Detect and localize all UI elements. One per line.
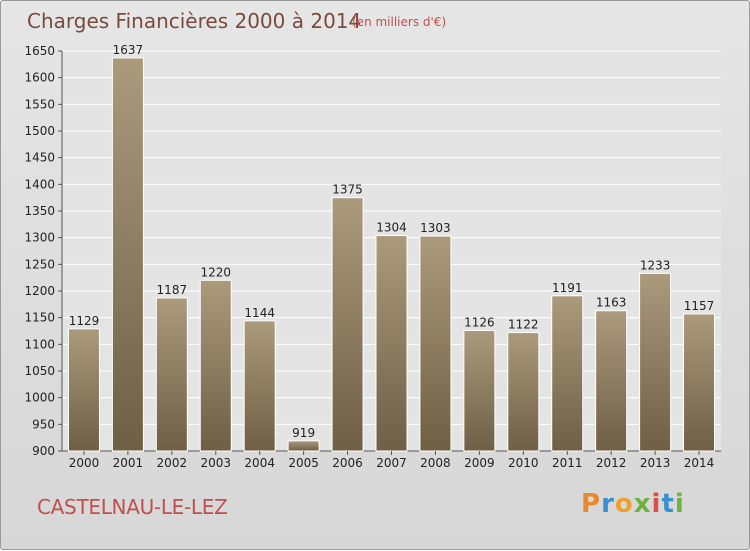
logo-letter: x — [633, 489, 652, 519]
plot-area: 900 950 1000 1050 1100 1150 1200 1250 1300 1350 14… — [24, 43, 721, 470]
data-label: 1233 — [640, 258, 671, 272]
x-tick-label: 2006 — [332, 456, 363, 470]
y-tick-label: 1250 — [24, 257, 55, 271]
logo-letter: i — [651, 489, 662, 519]
y-tick-label: 1300 — [24, 231, 55, 245]
data-label: 919 — [292, 426, 315, 440]
bar — [199, 279, 232, 452]
bar — [67, 328, 100, 452]
y-tick-label: 1150 — [24, 311, 55, 325]
x-tick-label: 2003 — [200, 456, 231, 470]
data-label: 1163 — [596, 296, 627, 310]
bar — [683, 313, 716, 452]
bar — [287, 440, 320, 452]
data-label: 1637 — [113, 43, 144, 57]
x-tick-label: 2010 — [508, 456, 539, 470]
data-label: 1304 — [376, 221, 407, 235]
logo-letter: t — [661, 489, 675, 519]
bar — [331, 197, 364, 452]
y-tick-label: 1450 — [24, 151, 55, 165]
logo-letter: o — [614, 489, 634, 519]
data-label: 1126 — [464, 315, 495, 329]
chart-subtitle: (en milliers d'€) — [352, 15, 446, 29]
y-tick-label: 1000 — [24, 391, 55, 405]
x-tick-label: 2005 — [288, 456, 319, 470]
data-label: 1191 — [552, 281, 583, 295]
data-label: 1157 — [684, 299, 715, 313]
logo-letter: r — [601, 489, 615, 519]
chart-title: Charges Financières 2000 à 2014 — [27, 9, 361, 33]
x-tick-label: 2008 — [420, 456, 451, 470]
y-tick-label: 1100 — [24, 337, 55, 351]
bar — [463, 329, 496, 452]
x-tick-label: 2014 — [684, 456, 715, 470]
bar — [375, 235, 408, 452]
y-tick-label: 900 — [32, 444, 55, 458]
x-tick-label: 2011 — [552, 456, 583, 470]
bar — [155, 297, 188, 452]
data-label: 1144 — [244, 306, 275, 320]
bar — [419, 235, 452, 452]
y-tick-label: 1550 — [24, 97, 55, 111]
y-tick-label: 1650 — [24, 44, 55, 58]
bar — [595, 310, 628, 452]
x-tick-label: 2009 — [464, 456, 495, 470]
y-tick-label: 1500 — [24, 124, 55, 138]
data-label: 1220 — [200, 265, 231, 279]
y-tick-label: 950 — [32, 417, 55, 431]
data-label: 1375 — [332, 183, 363, 197]
logo-letter: i — [674, 489, 685, 519]
data-label: 1129 — [69, 314, 100, 328]
y-tick-label: 1350 — [24, 204, 55, 218]
y-tick-label: 1200 — [24, 284, 55, 298]
bar — [507, 332, 540, 452]
y-tick-label: 1400 — [24, 177, 55, 191]
commune-name: CASTELNAU-LE-LEZ — [37, 495, 228, 519]
x-tick-label: 2002 — [157, 456, 188, 470]
y-tick-label: 1050 — [24, 364, 55, 378]
y-tick-label: 1600 — [24, 71, 55, 85]
logo-letter: P — [581, 489, 602, 519]
data-label: 1187 — [157, 283, 188, 297]
proxiti-logo: Proxiti — [581, 489, 685, 519]
bar — [111, 57, 144, 452]
x-tick-label: 2004 — [244, 456, 275, 470]
bar — [551, 295, 584, 452]
data-label: 1303 — [420, 221, 451, 235]
x-tick-label: 2000 — [69, 456, 100, 470]
x-tick-label: 2012 — [596, 456, 627, 470]
x-tick-label: 2013 — [640, 456, 671, 470]
bar — [243, 320, 276, 452]
data-label: 1122 — [508, 318, 539, 332]
bar — [639, 272, 672, 452]
x-tick-label: 2001 — [113, 456, 144, 470]
x-tick-label: 2007 — [376, 456, 407, 470]
